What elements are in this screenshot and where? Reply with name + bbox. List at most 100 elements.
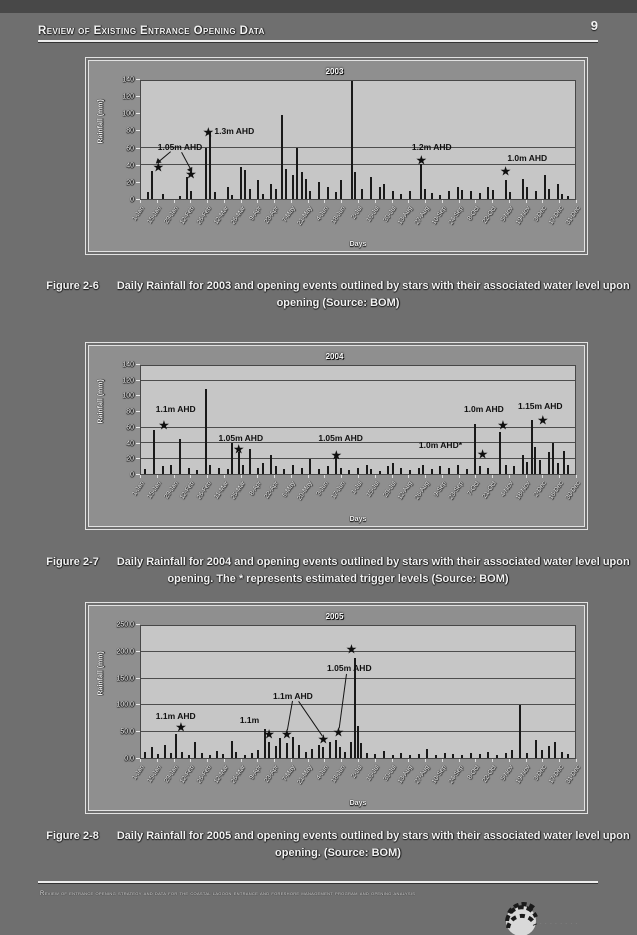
y-tick-label: 0 <box>130 196 134 204</box>
x-axis-ticks: 1-Jan 15-Jan 29-Jan 12-Feb 26-Feb 11-Mar 25-Ma… <box>131 475 582 515</box>
y-tick-label: 80 <box>126 127 134 135</box>
x-tick-label: 17-Dec <box>547 205 566 227</box>
x-axis-label: Days <box>349 516 367 523</box>
rainfall-bar <box>539 460 542 474</box>
rainfall-bar <box>281 114 284 199</box>
rainfall-bar <box>208 131 211 199</box>
water-level-annotation: 1.15m AHD <box>517 401 563 412</box>
y-tick-label: 0 <box>130 471 134 479</box>
x-tick-mark <box>274 475 276 478</box>
rainfall-bar <box>291 464 294 474</box>
y-tick-mark <box>136 624 140 625</box>
rainfall-bar <box>534 447 537 474</box>
rainfall-bar <box>383 183 386 199</box>
x-tick-mark <box>492 200 494 203</box>
annotation-leader-line <box>157 151 172 163</box>
rainfall-bar <box>439 466 442 474</box>
rainfall-bar <box>163 744 166 758</box>
y-tick-mark <box>136 426 140 428</box>
x-tick-mark <box>223 475 225 478</box>
chart-title-2005: 2005 <box>325 612 344 621</box>
water-level-annotation: 1.1m AHD <box>272 691 313 702</box>
rainfall-bar <box>357 726 359 758</box>
rainfall-bar <box>284 168 287 199</box>
x-tick-mark <box>576 475 577 478</box>
rainfall-bar <box>526 187 529 199</box>
x-tick-label: 26-Mar <box>229 205 247 226</box>
x-tick-mark <box>425 475 427 478</box>
y-tick-label: 120 <box>122 377 134 385</box>
y-tick-mark <box>136 677 140 679</box>
y-tick-mark <box>136 130 140 132</box>
chart-2005: 2005 Rainfall (mm) 0.0 50.0 100.0 150.0 200.… <box>85 602 588 814</box>
x-tick-mark <box>542 475 544 478</box>
rainfall-bar <box>439 194 442 199</box>
rainfall-bar <box>448 467 451 474</box>
x-tick-mark <box>508 475 510 478</box>
y-tick-mark <box>136 395 140 397</box>
x-tick-mark <box>140 759 141 762</box>
rainfall-bar <box>257 467 260 474</box>
rainfall-bar <box>495 754 498 758</box>
rainfall-bar <box>409 190 412 199</box>
x-tick-label: 27-Aug <box>413 205 431 227</box>
rainfall-bar <box>170 752 173 758</box>
water-level-annotation: 1.1m AHD <box>155 404 196 415</box>
x-tick-label: 15-Jan <box>145 764 163 785</box>
footer-rule <box>38 881 598 883</box>
x-tick-mark <box>156 759 158 762</box>
rainfall-bar <box>370 469 373 474</box>
rainfall-bar <box>554 742 557 758</box>
rainfall-bar <box>270 454 273 474</box>
rainfall-bar <box>189 190 192 199</box>
x-tick-label: 5-Nov <box>499 764 515 783</box>
rainfall-bar <box>226 469 229 474</box>
opening-event-star: ★ <box>330 447 343 463</box>
x-tick-label: 22-Oct <box>481 764 498 784</box>
x-tick-label: 1-Jul <box>350 480 364 496</box>
rainfall-bar <box>465 469 468 474</box>
x-tick-label: 18-Jun <box>330 205 348 226</box>
x-tick-label: 7-Oct <box>466 480 482 497</box>
y-tick-label: 100.0 <box>116 701 134 709</box>
x-tick-label: 7-May <box>280 205 297 224</box>
x-tick-label: 3-Dec <box>532 205 549 224</box>
rainfall-bar <box>248 188 251 199</box>
rainfall-bar <box>300 172 303 199</box>
rainfall-bar <box>519 705 522 758</box>
gridline <box>141 651 575 653</box>
x-tick-mark <box>458 759 460 762</box>
opening-event-star: ★ <box>175 719 187 735</box>
caption-text: Daily Rainfall for 2004 and opening even… <box>116 556 630 586</box>
plot-area-2004: ★ ★ ★ ★ ★ ★ 1.1m AHD 1.05m AHD 1.05m AHD 1.0m AHD… <box>140 365 576 475</box>
x-tick-label: 8-Apr <box>248 480 264 497</box>
rainfall-bar <box>274 466 277 474</box>
x-tick-label: 4-Nov <box>499 480 515 499</box>
rainfall-bar <box>511 750 514 758</box>
x-tick-label: 2-Jul <box>350 764 364 780</box>
rainfall-bar <box>365 752 368 758</box>
rainfall-bar <box>543 175 546 199</box>
rainfall-bar <box>391 754 394 758</box>
x-tick-mark <box>173 200 175 203</box>
x-tick-mark <box>441 475 443 478</box>
water-level-annotation: 1.05m AHD <box>218 432 264 443</box>
x-tick-label: 12-Feb <box>178 764 197 785</box>
x-tick-mark <box>525 759 527 762</box>
rainfall-bar <box>274 188 277 199</box>
x-tick-mark <box>358 759 359 762</box>
water-level-annotation: 1.0m AHD <box>463 404 504 415</box>
rainfall-bar <box>521 178 524 199</box>
rainfall-bar <box>420 163 423 199</box>
rainfall-bar <box>187 754 190 758</box>
rainfall-bar <box>209 755 212 758</box>
rainfall-bar <box>491 189 494 199</box>
rainfall-bar <box>213 192 216 199</box>
opening-event-star: ★ <box>497 417 509 433</box>
rainfall-bar <box>456 187 459 199</box>
x-tick-mark <box>559 200 561 203</box>
water-level-annotation: 1.05m AHD <box>318 432 363 443</box>
x-tick-label: 20-May <box>295 480 314 502</box>
rainfall-bar <box>261 463 264 474</box>
